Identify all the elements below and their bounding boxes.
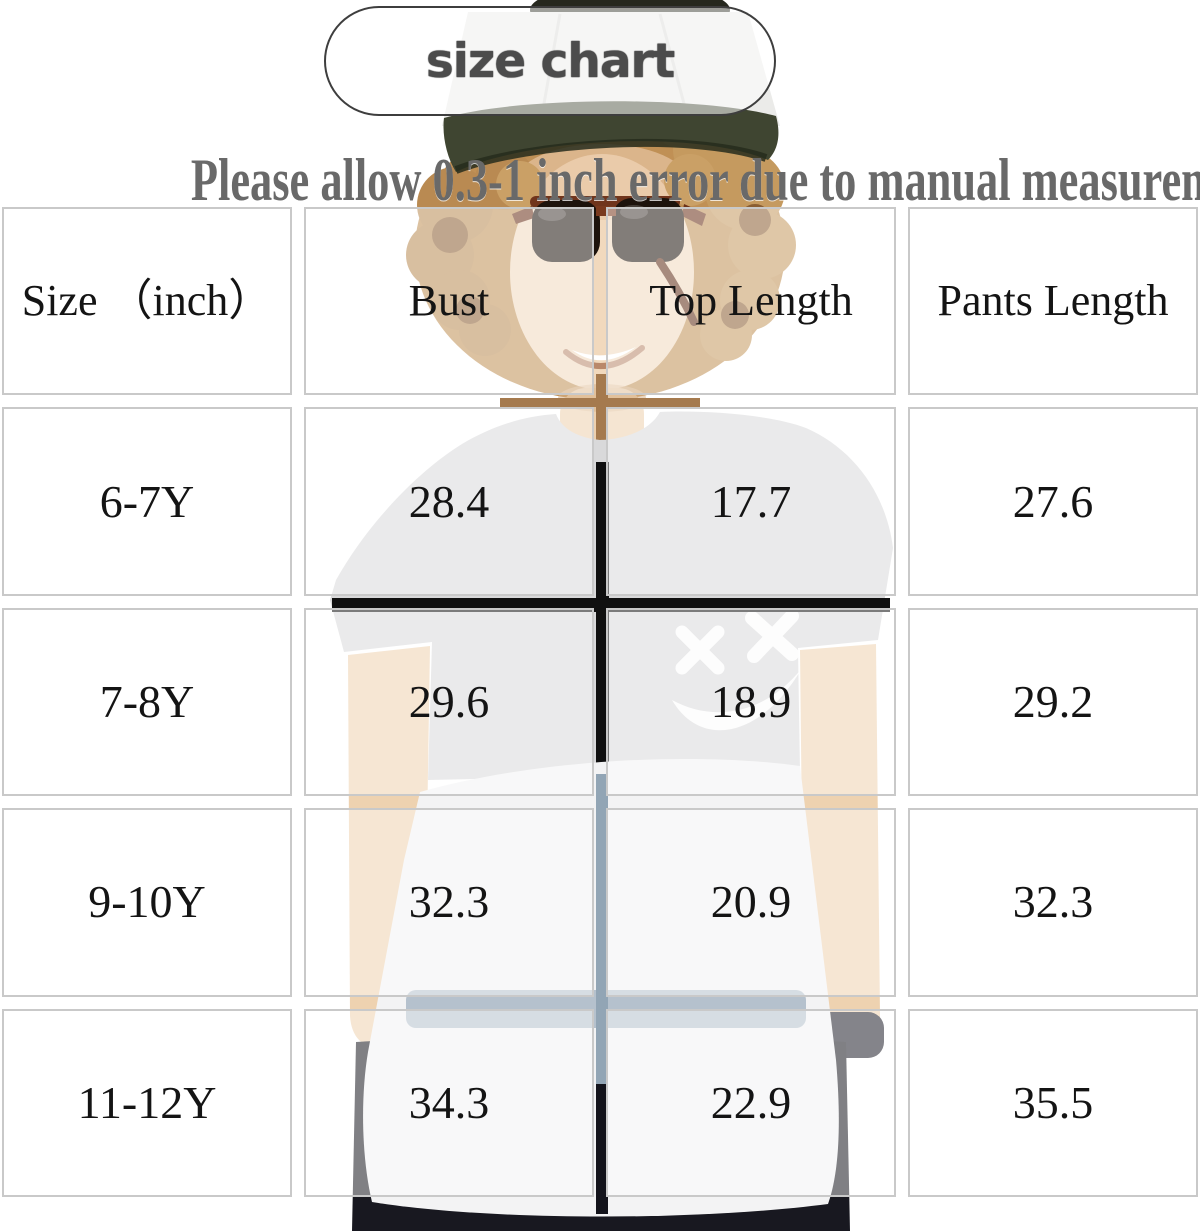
pants-length-11-12y: 35.5 [1012, 1076, 1094, 1128]
pants-length-value: 27.6 [908, 407, 1198, 596]
top-length-value: 17.7 [606, 407, 896, 596]
bust-value: 29.6 [304, 607, 594, 797]
bust-7-8y: 29.6 [408, 675, 490, 727]
top-length-value: 20.9 [606, 808, 896, 997]
top-length-6-7y: 17.7 [710, 475, 792, 527]
row-size-label: 9-10Y [2, 808, 292, 997]
bust-11-12y: 34.3 [408, 1076, 490, 1128]
size-9-10y: 9-10Y [88, 876, 206, 928]
size-11-12y: 11-12Y [77, 1076, 217, 1128]
bust-6-7y: 28.4 [408, 475, 490, 527]
top-length-7-8y: 18.9 [710, 675, 792, 727]
column-header-size: Size （inch） [2, 207, 292, 396]
page-title: size chart [425, 33, 675, 89]
top-length-value: 18.9 [606, 607, 896, 797]
row-size-label: 6-7Y [2, 407, 292, 596]
center-seam-upper [596, 774, 608, 1084]
bust-value: 28.4 [304, 407, 594, 596]
size-table: Size （inch） Bust Top Length Pants Length… [2, 207, 1198, 1197]
pants-length-value: 32.3 [908, 808, 1198, 997]
column-header-size-label: Size （inch） [21, 276, 273, 326]
vertical-cross-line [596, 462, 609, 774]
cap-brim [443, 101, 779, 172]
measurement-note: Please allow 0.3-1 inch error due to man… [0, 146, 1200, 215]
column-header-bust-label: Bust [408, 276, 490, 326]
size-7-8y: 7-8Y [99, 675, 195, 727]
smiley-graphic [672, 609, 802, 731]
bust-value: 34.3 [304, 1008, 594, 1197]
column-header-pants-length: Pants Length [908, 207, 1198, 396]
title-badge: size chart [324, 6, 776, 116]
row-size-label: 7-8Y [2, 607, 292, 797]
center-seam-lower [596, 1084, 608, 1214]
bust-9-10y: 32.3 [408, 876, 490, 928]
top-length-value: 22.9 [606, 1008, 896, 1197]
column-header-top-length: Top Length [606, 207, 896, 396]
top-length-9-10y: 20.9 [710, 876, 792, 928]
bust-value: 32.3 [304, 808, 594, 997]
smile [563, 345, 645, 369]
column-header-bust: Bust [304, 207, 594, 396]
sunglasses [512, 196, 706, 326]
pants-length-9-10y: 32.3 [1012, 876, 1094, 928]
column-header-top-length-label: Top Length [649, 276, 853, 326]
pants-length-6-7y: 27.6 [1012, 475, 1094, 527]
pants-length-7-8y: 29.2 [1012, 675, 1094, 727]
pants-length-value: 35.5 [908, 1008, 1198, 1197]
top-length-11-12y: 22.9 [710, 1076, 792, 1128]
size-6-7y: 6-7Y [99, 475, 195, 527]
row-size-label: 11-12Y [2, 1008, 292, 1197]
measurement-note-text: Please allow 0.3-1 inch error due to man… [190, 147, 1200, 213]
pants-length-value: 29.2 [908, 607, 1198, 797]
column-header-pants-length-label: Pants Length [937, 276, 1169, 326]
